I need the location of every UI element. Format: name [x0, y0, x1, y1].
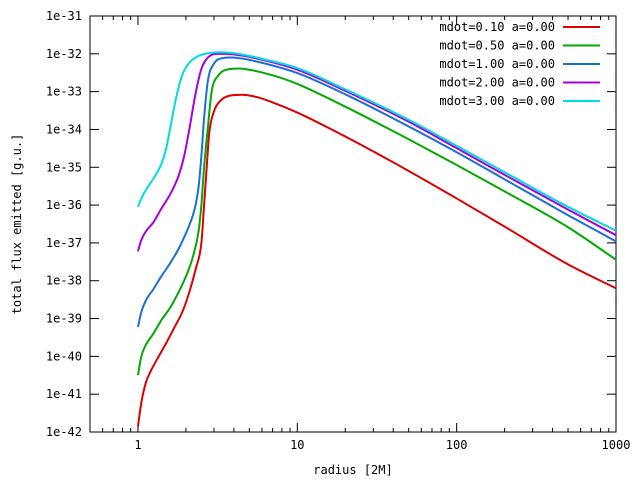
y-tick-label: 1e-40	[46, 349, 82, 363]
x-tick-label: 10	[290, 438, 304, 452]
y-tick-label: 1e-33	[46, 85, 82, 99]
legend-label: mdot=0.10 a=0.00	[439, 20, 555, 34]
x-axis-title: radius [2M]	[313, 463, 392, 477]
y-tick-label: 1e-31	[46, 9, 82, 23]
y-tick-label: 1e-42	[46, 425, 82, 439]
y-tick-label: 1e-32	[46, 47, 82, 61]
series-line-4	[137, 51, 617, 232]
y-axis-title: total flux emitted [g.u.]	[10, 134, 24, 315]
series-line-3	[137, 52, 617, 252]
y-tick-label: 1e-37	[46, 236, 82, 250]
legend-label: mdot=2.00 a=0.00	[439, 76, 555, 90]
y-tick-label: 1e-34	[46, 122, 82, 136]
plot-frame	[89, 15, 617, 433]
x-tick-label: 1	[134, 438, 141, 452]
series-lines	[136, 51, 617, 427]
series-line-2	[136, 56, 617, 328]
legend: mdot=0.10 a=0.00 mdot=0.50 a=0.00 mdot=1.0…	[439, 20, 600, 108]
x-tick-label: 100	[446, 438, 468, 452]
legend-label: mdot=1.00 a=0.00	[439, 57, 555, 71]
y-tick-label: 1e-39	[46, 312, 82, 326]
axis-ticks	[89, 15, 617, 433]
y-tick-label: 1e-38	[46, 274, 82, 288]
y-tick-label: 1e-36	[46, 198, 82, 212]
legend-label: mdot=3.00 a=0.00	[439, 94, 555, 108]
series-line-0	[136, 93, 617, 427]
y-tick-label: 1e-35	[46, 160, 82, 174]
x-tick-label: 1000	[602, 438, 631, 452]
y-tick-label: 1e-41	[46, 387, 82, 401]
axis-tick-labels: 1 10 100 1000 1e-42 1e-41 1e-40 1e-39 1e-38 1e-37…	[46, 9, 631, 452]
legend-label: mdot=0.50 a=0.00	[439, 39, 555, 53]
series-line-1	[136, 67, 617, 376]
